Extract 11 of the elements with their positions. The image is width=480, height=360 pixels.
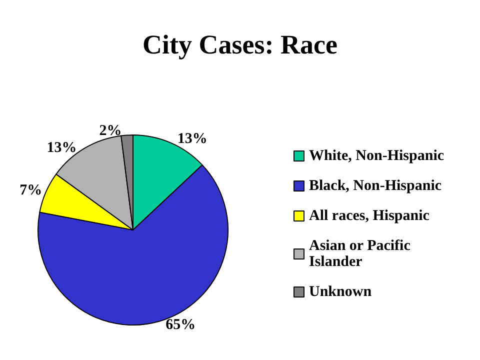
chart-title: City Cases: Race xyxy=(142,30,338,60)
legend-label: Unknown xyxy=(309,284,372,300)
legend-label: Black, Non-Hispanic xyxy=(309,178,442,194)
data-label: 13% xyxy=(177,131,208,148)
legend-label: All races, Hispanic xyxy=(309,208,430,224)
legend-label: White, Non-Hispanic xyxy=(309,148,444,164)
data-label: 7% xyxy=(20,182,42,199)
legend-label: Asian or Pacific Islander xyxy=(309,238,414,270)
data-label: 65% xyxy=(166,317,196,334)
data-label: 2% xyxy=(99,123,122,140)
data-label: 13% xyxy=(46,140,77,156)
